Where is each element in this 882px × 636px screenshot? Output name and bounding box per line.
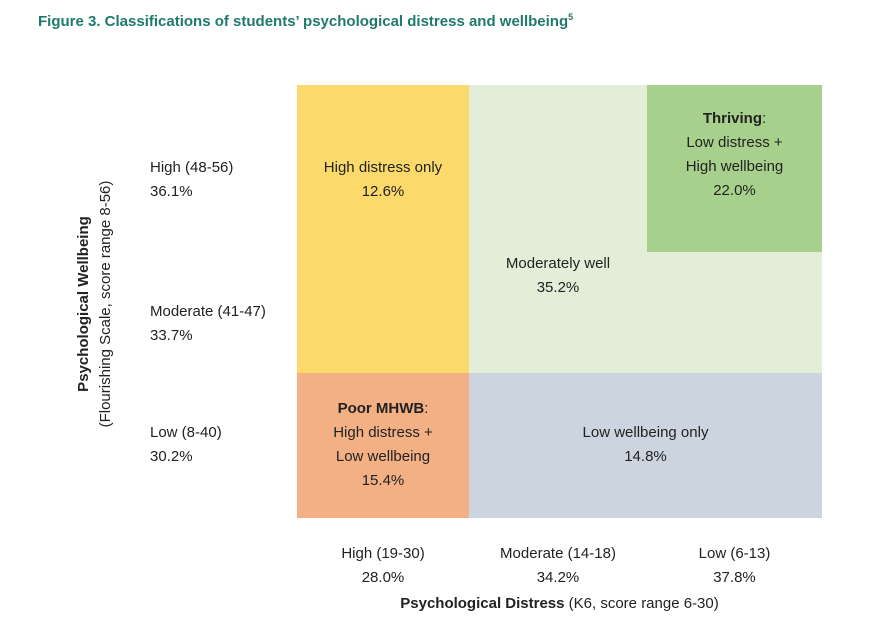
y-tick-low-pct: 30.2% [150, 448, 193, 465]
x-tick-high: High (19-30) 28.0% [297, 542, 469, 590]
poor-mhwb-name: Poor MHWB [337, 400, 425, 417]
high-distress-only-label: High distress only 12.6% [297, 156, 469, 204]
y-tick-moderate-pct: 33.7% [150, 327, 193, 344]
thriving-label: Thriving: Low distress + High wellbeing … [647, 107, 822, 203]
y-tick-moderate: Moderate (41-47) 33.7% [150, 300, 266, 348]
x-tick-moderate-pct: 34.2% [536, 569, 580, 586]
x-tick-moderate: Moderate (14-18) 34.2% [469, 542, 647, 590]
y-axis-title: Psychological Wellbeing (Flourishing Sca… [73, 124, 117, 484]
poor-mhwb-title: Poor MHWB: [297, 397, 469, 421]
poor-mhwb-label: Poor MHWB: High distress + Low wellbeing… [297, 397, 469, 493]
thriving-name: Thriving [702, 110, 762, 127]
x-tick-low-label: Low (6-13) [698, 545, 771, 562]
cell-thriving [647, 85, 822, 252]
moderately-well-label: Moderately well 35.2% [469, 252, 647, 300]
figure-title-text: Figure 3. Classifications of students’ p… [38, 13, 569, 30]
low-wellbeing-only-label: Low wellbeing only 14.8% [469, 421, 822, 469]
y-tick-moderate-label: Moderate (41-47) [150, 303, 266, 320]
moderately-well-name: Moderately well [505, 255, 611, 272]
thriving-colon: : [762, 110, 767, 127]
x-axis-title-sub: (K6, score range 6-30) [564, 595, 719, 612]
x-tick-high-pct: 28.0% [361, 569, 405, 586]
y-tick-low: Low (8-40) 30.2% [150, 421, 222, 469]
x-axis-title-main: Psychological Distress [400, 595, 565, 612]
thriving-line2: Low distress + [686, 134, 783, 151]
thriving-pct: 22.0% [713, 182, 756, 199]
cell-poor-mhwb [297, 373, 469, 518]
cell-low-wellbeing-only [469, 373, 822, 518]
high-distress-only-name: High distress only [323, 159, 443, 176]
moderately-well-pct: 35.2% [536, 279, 580, 296]
low-wellbeing-only-name: Low wellbeing only [582, 424, 709, 441]
y-tick-high-pct: 36.1% [150, 183, 193, 200]
poor-mhwb-line3: Low wellbeing [335, 448, 431, 465]
low-wellbeing-only-pct: 14.8% [624, 448, 667, 465]
poor-mhwb-line2: High distress + [333, 424, 433, 441]
cell-high-distress-only [297, 85, 469, 373]
poor-mhwb-pct: 15.4% [361, 472, 405, 489]
y-axis-title-main: Psychological Wellbeing [75, 216, 92, 392]
figure-title: Figure 3. Classifications of students’ p… [38, 12, 574, 31]
thriving-line3: High wellbeing [685, 158, 784, 175]
y-tick-low-label: Low (8-40) [150, 424, 222, 441]
x-tick-moderate-label: Moderate (14-18) [500, 545, 616, 562]
high-distress-only-pct: 12.6% [361, 183, 405, 200]
thriving-title: Thriving: [647, 107, 822, 131]
y-tick-high-label: High (48-56) [150, 159, 234, 176]
poor-mhwb-colon: : [424, 400, 429, 417]
figure-title-footnote: 5 [568, 12, 574, 22]
x-axis-title: Psychological Distress (K6, score range … [297, 595, 822, 612]
x-tick-low-pct: 37.8% [713, 569, 756, 586]
x-tick-low: Low (6-13) 37.8% [647, 542, 822, 590]
y-tick-high: High (48-56) 36.1% [150, 156, 233, 204]
y-axis-title-sub: (Flourishing Scale, score range 8-56) [97, 180, 114, 428]
x-tick-high-label: High (19-30) [341, 545, 425, 562]
